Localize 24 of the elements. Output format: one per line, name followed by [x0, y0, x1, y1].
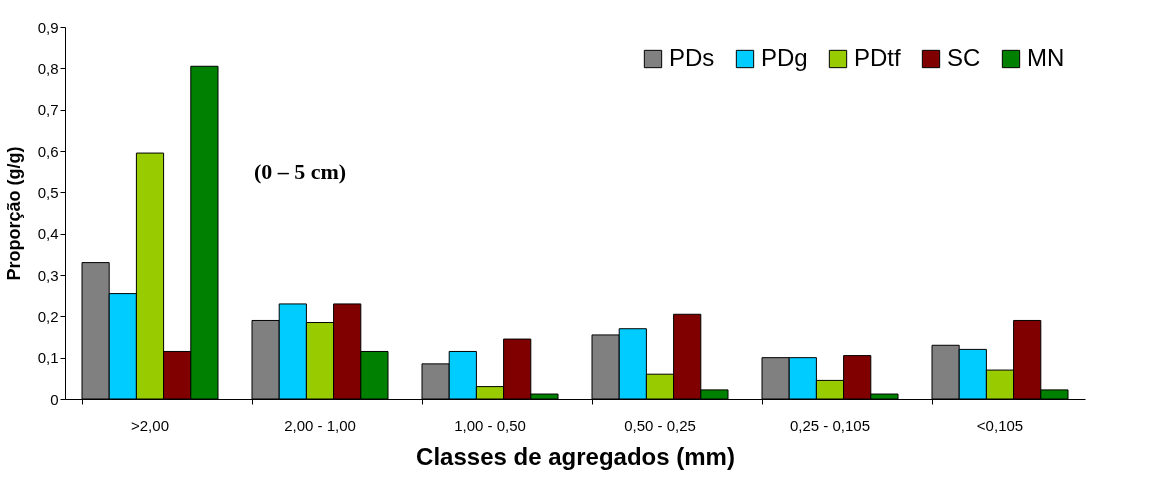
y-tick-label: 0,5	[37, 183, 59, 201]
x-tick-label: >2,00	[131, 416, 169, 434]
y-tick-label: 0,2	[37, 307, 59, 325]
x-tick-label: 1,00 - 0,50	[454, 416, 526, 434]
y-tick-label: 0,1	[37, 349, 59, 367]
x-tick-label: 0,50 - 0,25	[624, 416, 696, 434]
annotation: (0 – 5 cm)	[253, 159, 347, 184]
y-tick-label: 0	[50, 390, 59, 408]
y-tick-label: 0,8	[37, 59, 59, 77]
legend-label: MN	[1027, 44, 1065, 71]
y-tick-label: 0,3	[37, 266, 59, 284]
x-axis-title: Classes de agregados (mm)	[416, 442, 735, 470]
y-tick-label: 0,4	[37, 225, 59, 243]
y-tick-label: 0,7	[37, 101, 59, 119]
legend-label: PDs	[669, 44, 715, 71]
legend-label: PDg	[761, 44, 808, 71]
x-tick-label: 0,25 - 0,105	[789, 416, 871, 434]
x-tick-label: 2,00 - 1,00	[284, 416, 356, 434]
legend-label: PDtf	[854, 44, 902, 71]
y-tick-label: 0,9	[37, 18, 59, 36]
x-tick-label: <0,105	[976, 416, 1024, 434]
legend-label: SC	[947, 44, 981, 71]
y-axis-title: Proporção (g/g)	[3, 146, 24, 281]
y-tick-label: 0,6	[37, 142, 59, 160]
